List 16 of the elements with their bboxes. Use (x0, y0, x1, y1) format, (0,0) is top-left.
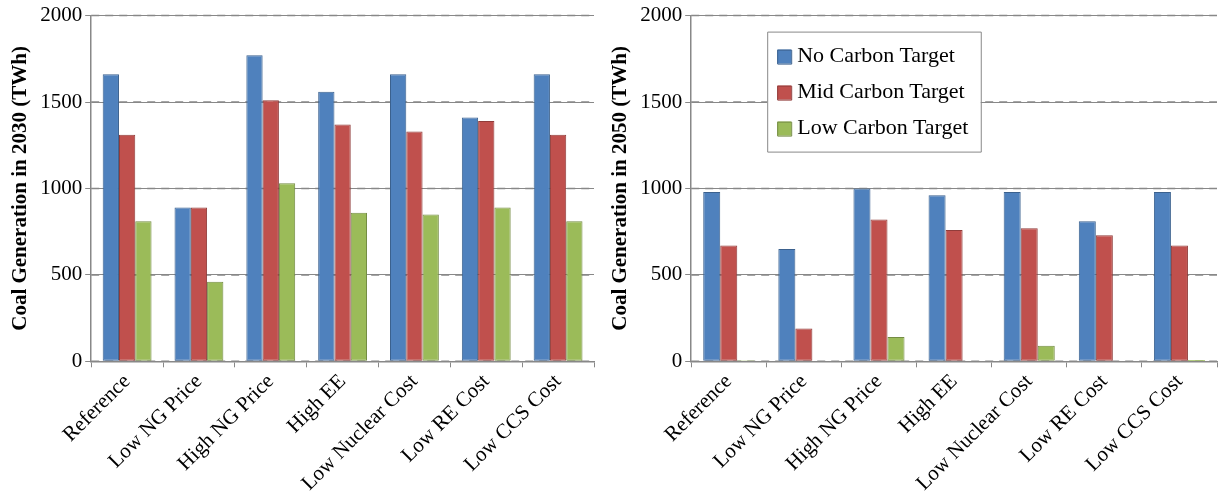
y-tick-label: 500 (50, 261, 83, 286)
y-tick-label: 0 (71, 347, 83, 372)
y-tick-label: 1000 (40, 174, 83, 199)
y-tick-label: 2000 (40, 2, 83, 27)
legend-label: Mid Carbon Target (797, 78, 965, 104)
y-axis-title: Coal Generation in 2050 (TWh) (607, 46, 632, 331)
y-tick-label: 1500 (40, 88, 83, 113)
legend-label: Low Carbon Target (797, 114, 969, 140)
legend-label: No Carbon Target (797, 42, 955, 68)
y-tick-label: 1000 (640, 174, 683, 199)
x-tick-label: High EE (893, 368, 962, 438)
y-tick-label: 1500 (640, 88, 683, 113)
y-tick-label: 2000 (640, 2, 683, 27)
y-tick-label: 500 (650, 261, 683, 286)
y-tick-label: 0 (671, 347, 683, 372)
y-axis-title: Coal Generation in 2030 (TWh) (7, 46, 32, 331)
